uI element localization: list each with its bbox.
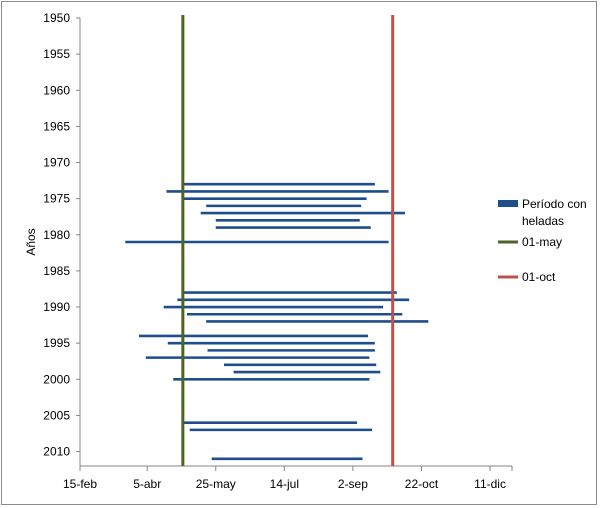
x-tick-label: 2-sep (338, 477, 368, 491)
legend-label: Período con (522, 197, 587, 211)
y-axis-title: Años (24, 228, 38, 255)
x-tick-label: 14-jul (270, 477, 299, 491)
y-tick-label: 1995 (43, 336, 70, 350)
y-tick-label: 1965 (43, 119, 70, 133)
legend-label: 01-oct (522, 270, 556, 284)
x-tick-label: 11-dic (474, 477, 506, 491)
y-tick-label: 1980 (43, 228, 70, 242)
y-tick-label: 2000 (43, 372, 70, 386)
y-tick-label: 1960 (43, 83, 70, 97)
axes-layer (79, 18, 512, 467)
legend-swatch (498, 200, 518, 207)
y-tick-label: 2010 (43, 445, 70, 459)
tick-labels-layer: 1950 1955 1960 1965 1970 1975 1980 1985 1990 1995… (43, 11, 506, 491)
legend-label: heladas (522, 214, 564, 228)
x-tick-label: 5-abr (133, 477, 161, 491)
y-tick-label: 1955 (43, 47, 70, 61)
reference-lines-layer (181, 15, 395, 466)
y-tick-label: 1970 (43, 156, 70, 170)
x-tick-label: 15-feb (63, 477, 97, 491)
legend: Período con heladas 01-may 01-oct (498, 197, 587, 284)
bars-layer (125, 182, 429, 461)
y-tick-label: 1985 (43, 264, 70, 278)
y-tick-label: 1975 (43, 192, 70, 206)
x-tick-label: 22-oct (405, 477, 439, 491)
y-tick-label: 1950 (43, 11, 70, 25)
x-tick-label: 25-may (196, 477, 236, 491)
y-tick-label: 2005 (43, 408, 70, 422)
legend-label: 01-may (522, 235, 562, 249)
grid-layer (76, 17, 513, 471)
y-tick-label: 1990 (43, 300, 70, 314)
